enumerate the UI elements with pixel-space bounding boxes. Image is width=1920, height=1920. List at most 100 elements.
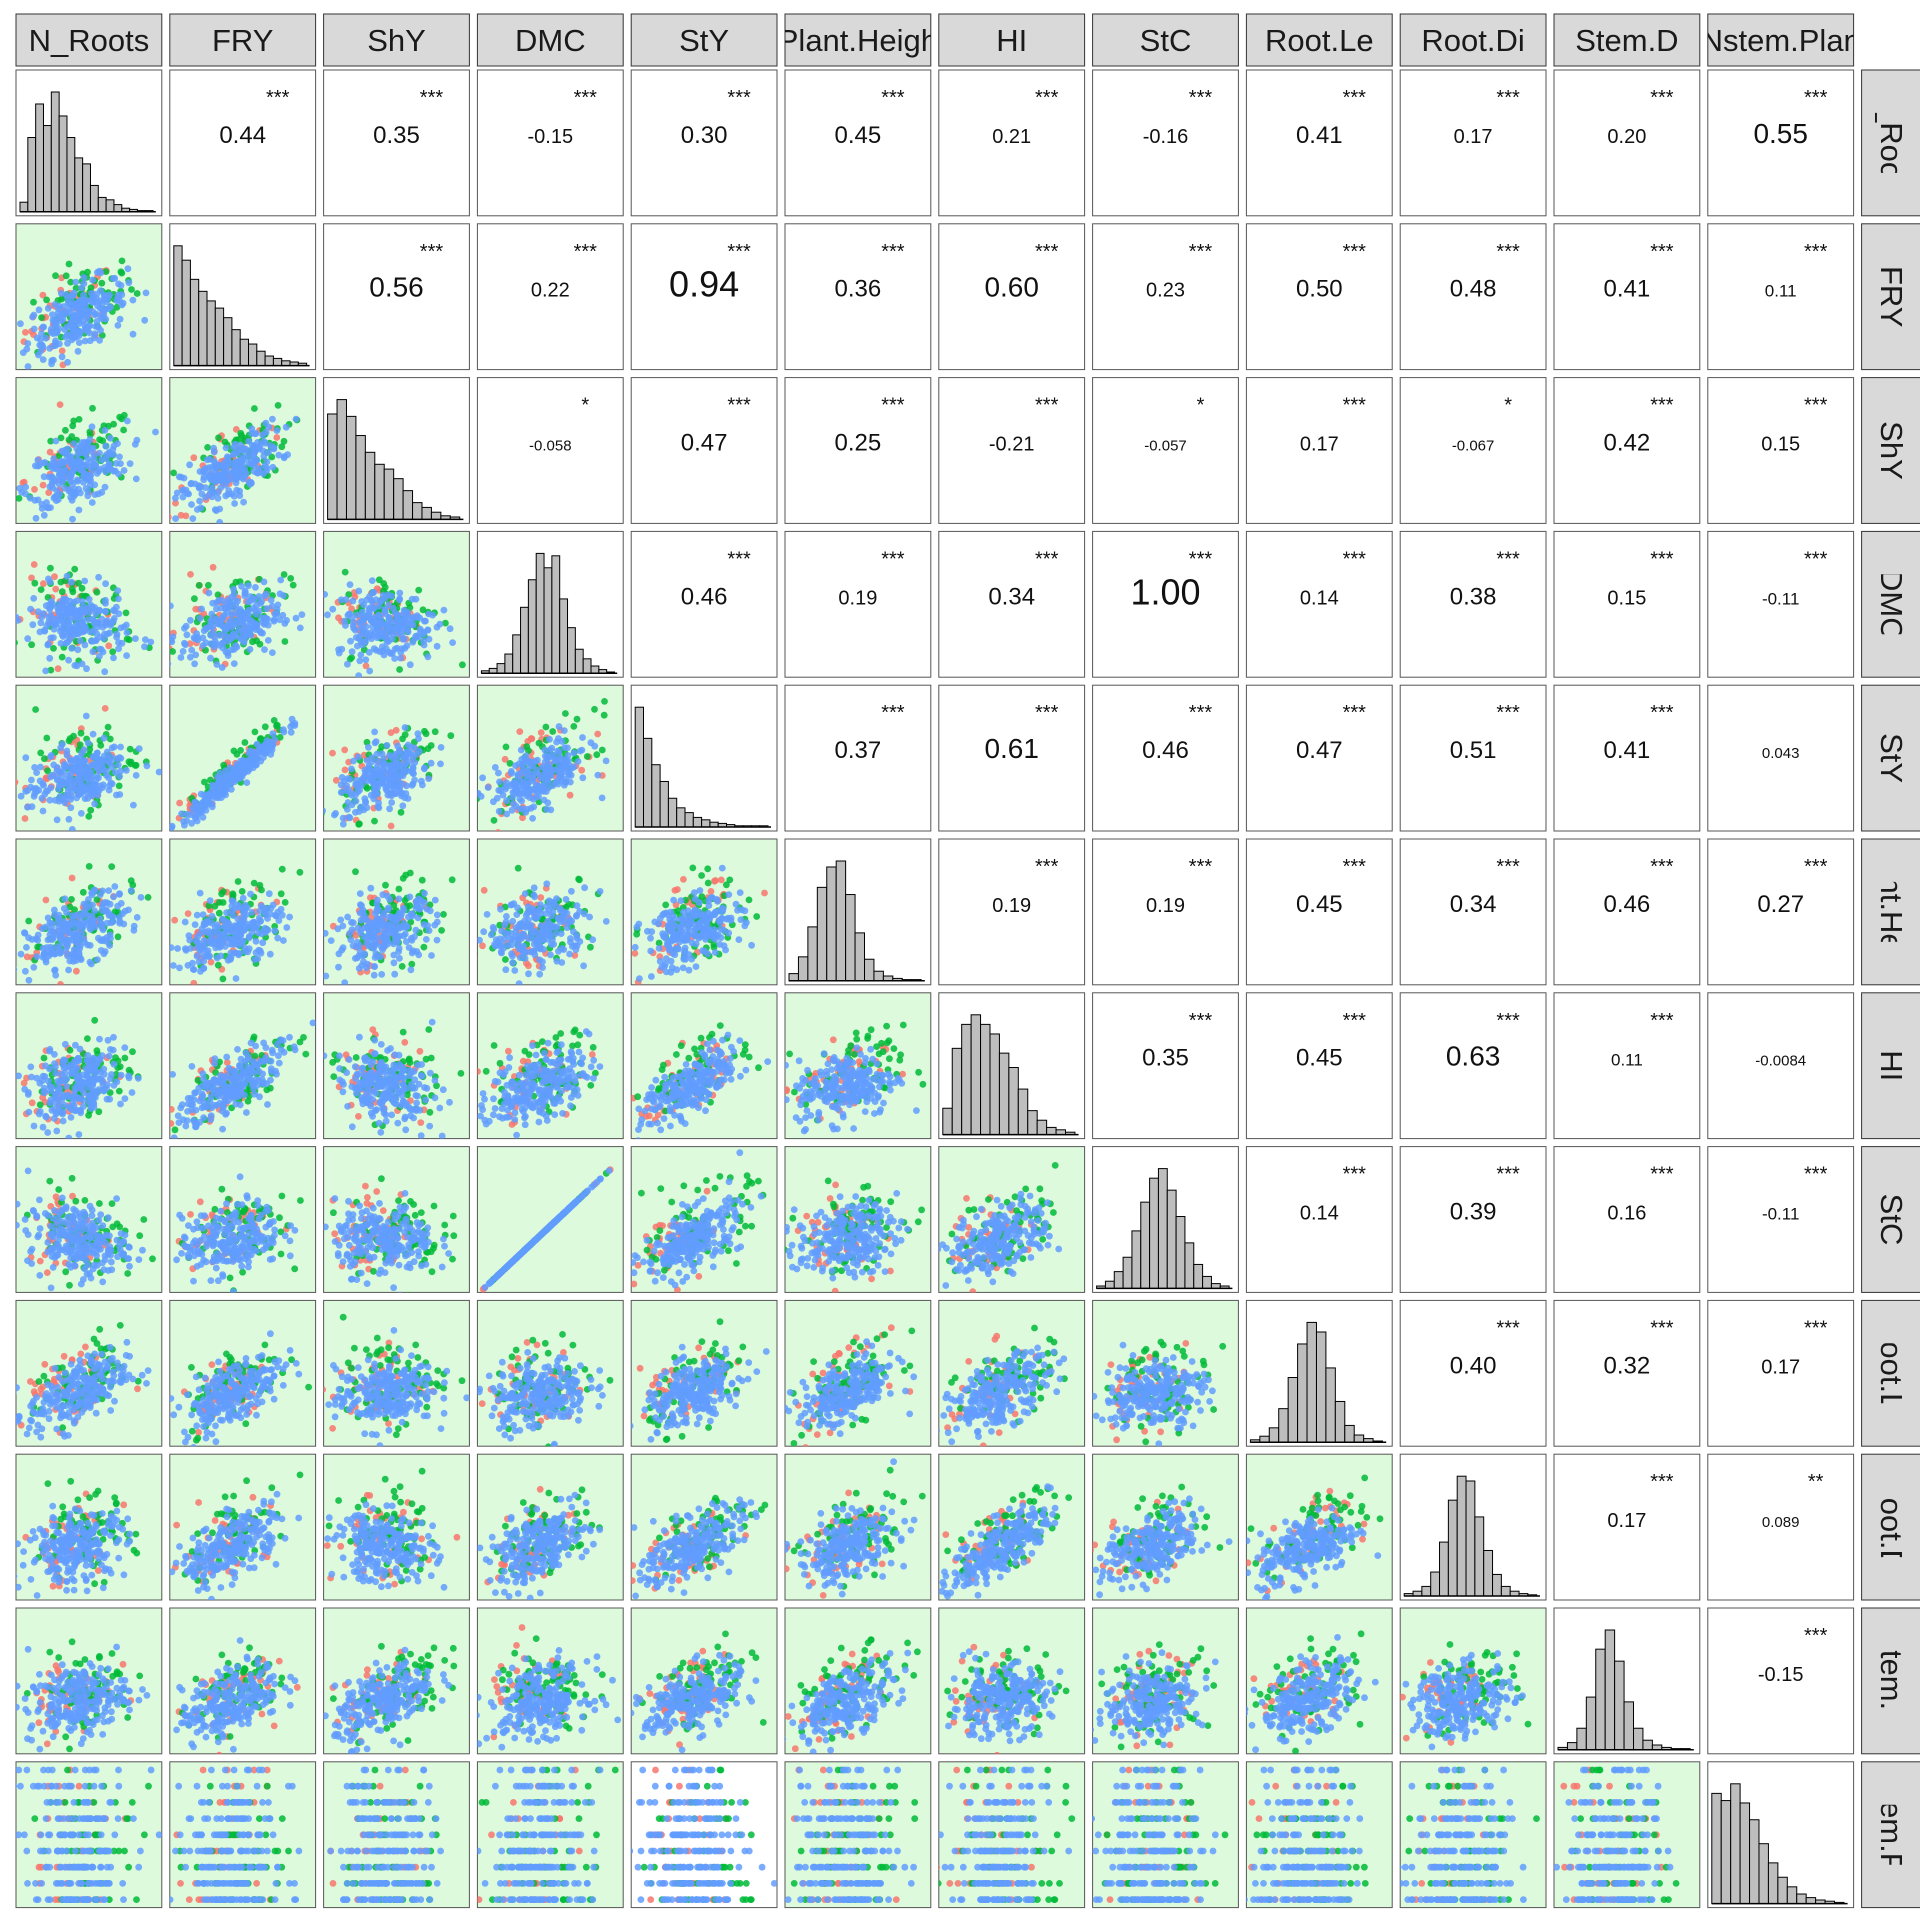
correlation-value: 0.41 (1604, 276, 1651, 303)
point (518, 797, 526, 805)
correlation-value: 0.55 (1753, 118, 1808, 149)
point (123, 652, 130, 659)
point (177, 654, 185, 661)
point (28, 776, 35, 784)
point (213, 661, 221, 668)
panel-sty-fry (169, 684, 317, 832)
point (234, 597, 241, 605)
histogram-bar (421, 506, 432, 520)
point (576, 876, 583, 884)
point-cloud (477, 864, 610, 985)
panel-sty-root-le: 0.47*** (1245, 684, 1393, 832)
point (89, 276, 96, 284)
point (170, 469, 178, 477)
histogram-bar (355, 435, 366, 520)
point (32, 514, 40, 522)
point (267, 596, 275, 604)
point (192, 605, 200, 613)
point (101, 705, 109, 712)
point (75, 951, 83, 958)
point (267, 442, 275, 450)
point (77, 782, 85, 789)
point (537, 729, 545, 736)
point (241, 739, 249, 746)
point (350, 757, 357, 765)
point (176, 799, 184, 807)
point (210, 939, 218, 947)
point (107, 919, 115, 927)
point (502, 783, 509, 791)
point (280, 437, 288, 445)
point (506, 760, 514, 767)
panel-border (1092, 530, 1239, 678)
point (53, 329, 61, 336)
histogram-bar (89, 184, 99, 213)
point (409, 780, 417, 788)
point (392, 760, 400, 768)
point (116, 890, 123, 898)
point (415, 747, 423, 755)
point (61, 484, 68, 492)
point (515, 980, 523, 985)
point (37, 619, 45, 627)
point (42, 958, 50, 966)
point (78, 439, 86, 446)
point (392, 624, 400, 632)
histogram-bar (676, 807, 686, 828)
point (34, 936, 42, 944)
correlation-value: 0.36 (835, 276, 882, 303)
point (45, 618, 52, 626)
point (109, 648, 117, 656)
panel-n-roots-dmc: -0.15*** (476, 69, 624, 217)
point-cloud (16, 863, 152, 985)
point (397, 808, 405, 816)
histogram-bar (520, 606, 529, 674)
point (121, 907, 129, 915)
point (537, 783, 545, 791)
point (220, 930, 228, 938)
point (264, 926, 272, 934)
point (115, 470, 122, 478)
point (169, 661, 172, 667)
point (479, 942, 486, 950)
point (205, 790, 213, 798)
panel-dmc-sty: 0.46*** (630, 530, 778, 678)
point (234, 878, 242, 885)
panel-fry-shy: 0.56*** (323, 223, 470, 371)
panel-dmc-hi: 0.34*** (938, 530, 1086, 678)
point (16, 639, 18, 646)
point (232, 426, 240, 433)
point (80, 291, 87, 299)
point (127, 760, 135, 768)
point (185, 490, 193, 498)
point (96, 449, 103, 457)
panel-border (1399, 377, 1547, 524)
panel-border (630, 223, 778, 371)
point (250, 451, 258, 459)
point (245, 933, 253, 940)
panel-n-roots-nstem-plan: 0.55*** (1707, 69, 1855, 217)
point (378, 778, 386, 786)
point (570, 723, 578, 730)
point (24, 363, 32, 370)
panel-border (938, 684, 1086, 832)
point (593, 751, 601, 759)
point (219, 975, 227, 983)
point (123, 767, 130, 774)
point (245, 606, 253, 614)
point (29, 621, 37, 629)
point (65, 260, 73, 268)
point (477, 790, 481, 797)
column-label: ShY (367, 23, 426, 58)
point (373, 940, 381, 947)
point (81, 641, 89, 649)
point (534, 756, 541, 764)
point (216, 790, 224, 798)
point (46, 931, 54, 938)
point (25, 934, 32, 942)
point (60, 619, 68, 627)
point (598, 794, 606, 802)
point (195, 484, 203, 492)
panel-border (1707, 223, 1855, 371)
column-strip-hi: HI (938, 13, 1086, 67)
